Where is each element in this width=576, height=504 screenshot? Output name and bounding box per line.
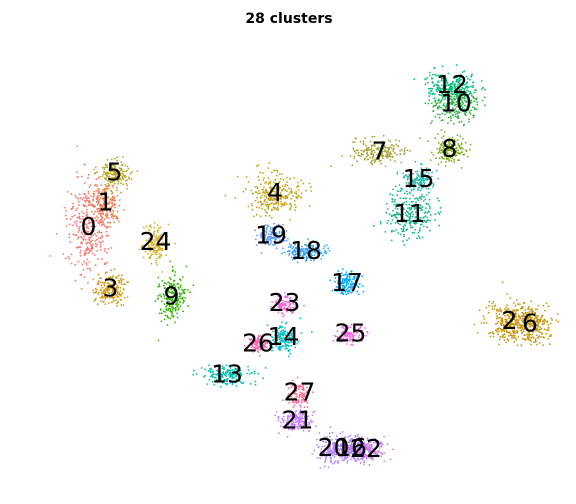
cluster-label-22: 22 [350, 434, 382, 463]
cluster-label-23: 23 [269, 288, 301, 317]
cluster-label-16: 16 [335, 433, 367, 462]
cluster-label-19: 19 [255, 221, 287, 250]
cluster-label-13: 13 [211, 360, 243, 389]
cluster-label-21: 21 [282, 405, 314, 434]
cluster-label-6: 6 [522, 308, 538, 337]
cluster-label-9: 9 [164, 281, 180, 310]
cluster-label-12: 12 [436, 70, 468, 99]
cluster-label-10: 10 [440, 89, 472, 118]
cluster-label-25: 25 [335, 318, 367, 347]
cluster-label-11: 11 [394, 199, 426, 228]
cluster-label-27: 27 [284, 378, 316, 407]
cluster-label-20: 20 [318, 433, 350, 462]
cluster-label-24: 24 [140, 227, 172, 256]
cluster-label-1: 1 [98, 187, 114, 216]
cluster-label-18: 18 [290, 236, 322, 265]
cluster-label-4: 4 [267, 178, 283, 207]
cluster-label-0: 0 [81, 212, 97, 241]
cluster-label-7: 7 [372, 137, 388, 166]
cluster-label-3: 3 [103, 273, 119, 302]
cluster-label-15: 15 [403, 164, 435, 193]
cluster-label-14: 14 [268, 322, 300, 351]
cluster-label-17: 17 [331, 268, 363, 297]
cluster-label-2: 2 [502, 306, 518, 335]
cluster-label-8: 8 [442, 134, 458, 163]
chart-title: 28 clusters [245, 11, 332, 27]
cell-points [49, 64, 560, 469]
cluster-label-26: 26 [242, 328, 274, 357]
cluster-label-5: 5 [107, 158, 123, 187]
